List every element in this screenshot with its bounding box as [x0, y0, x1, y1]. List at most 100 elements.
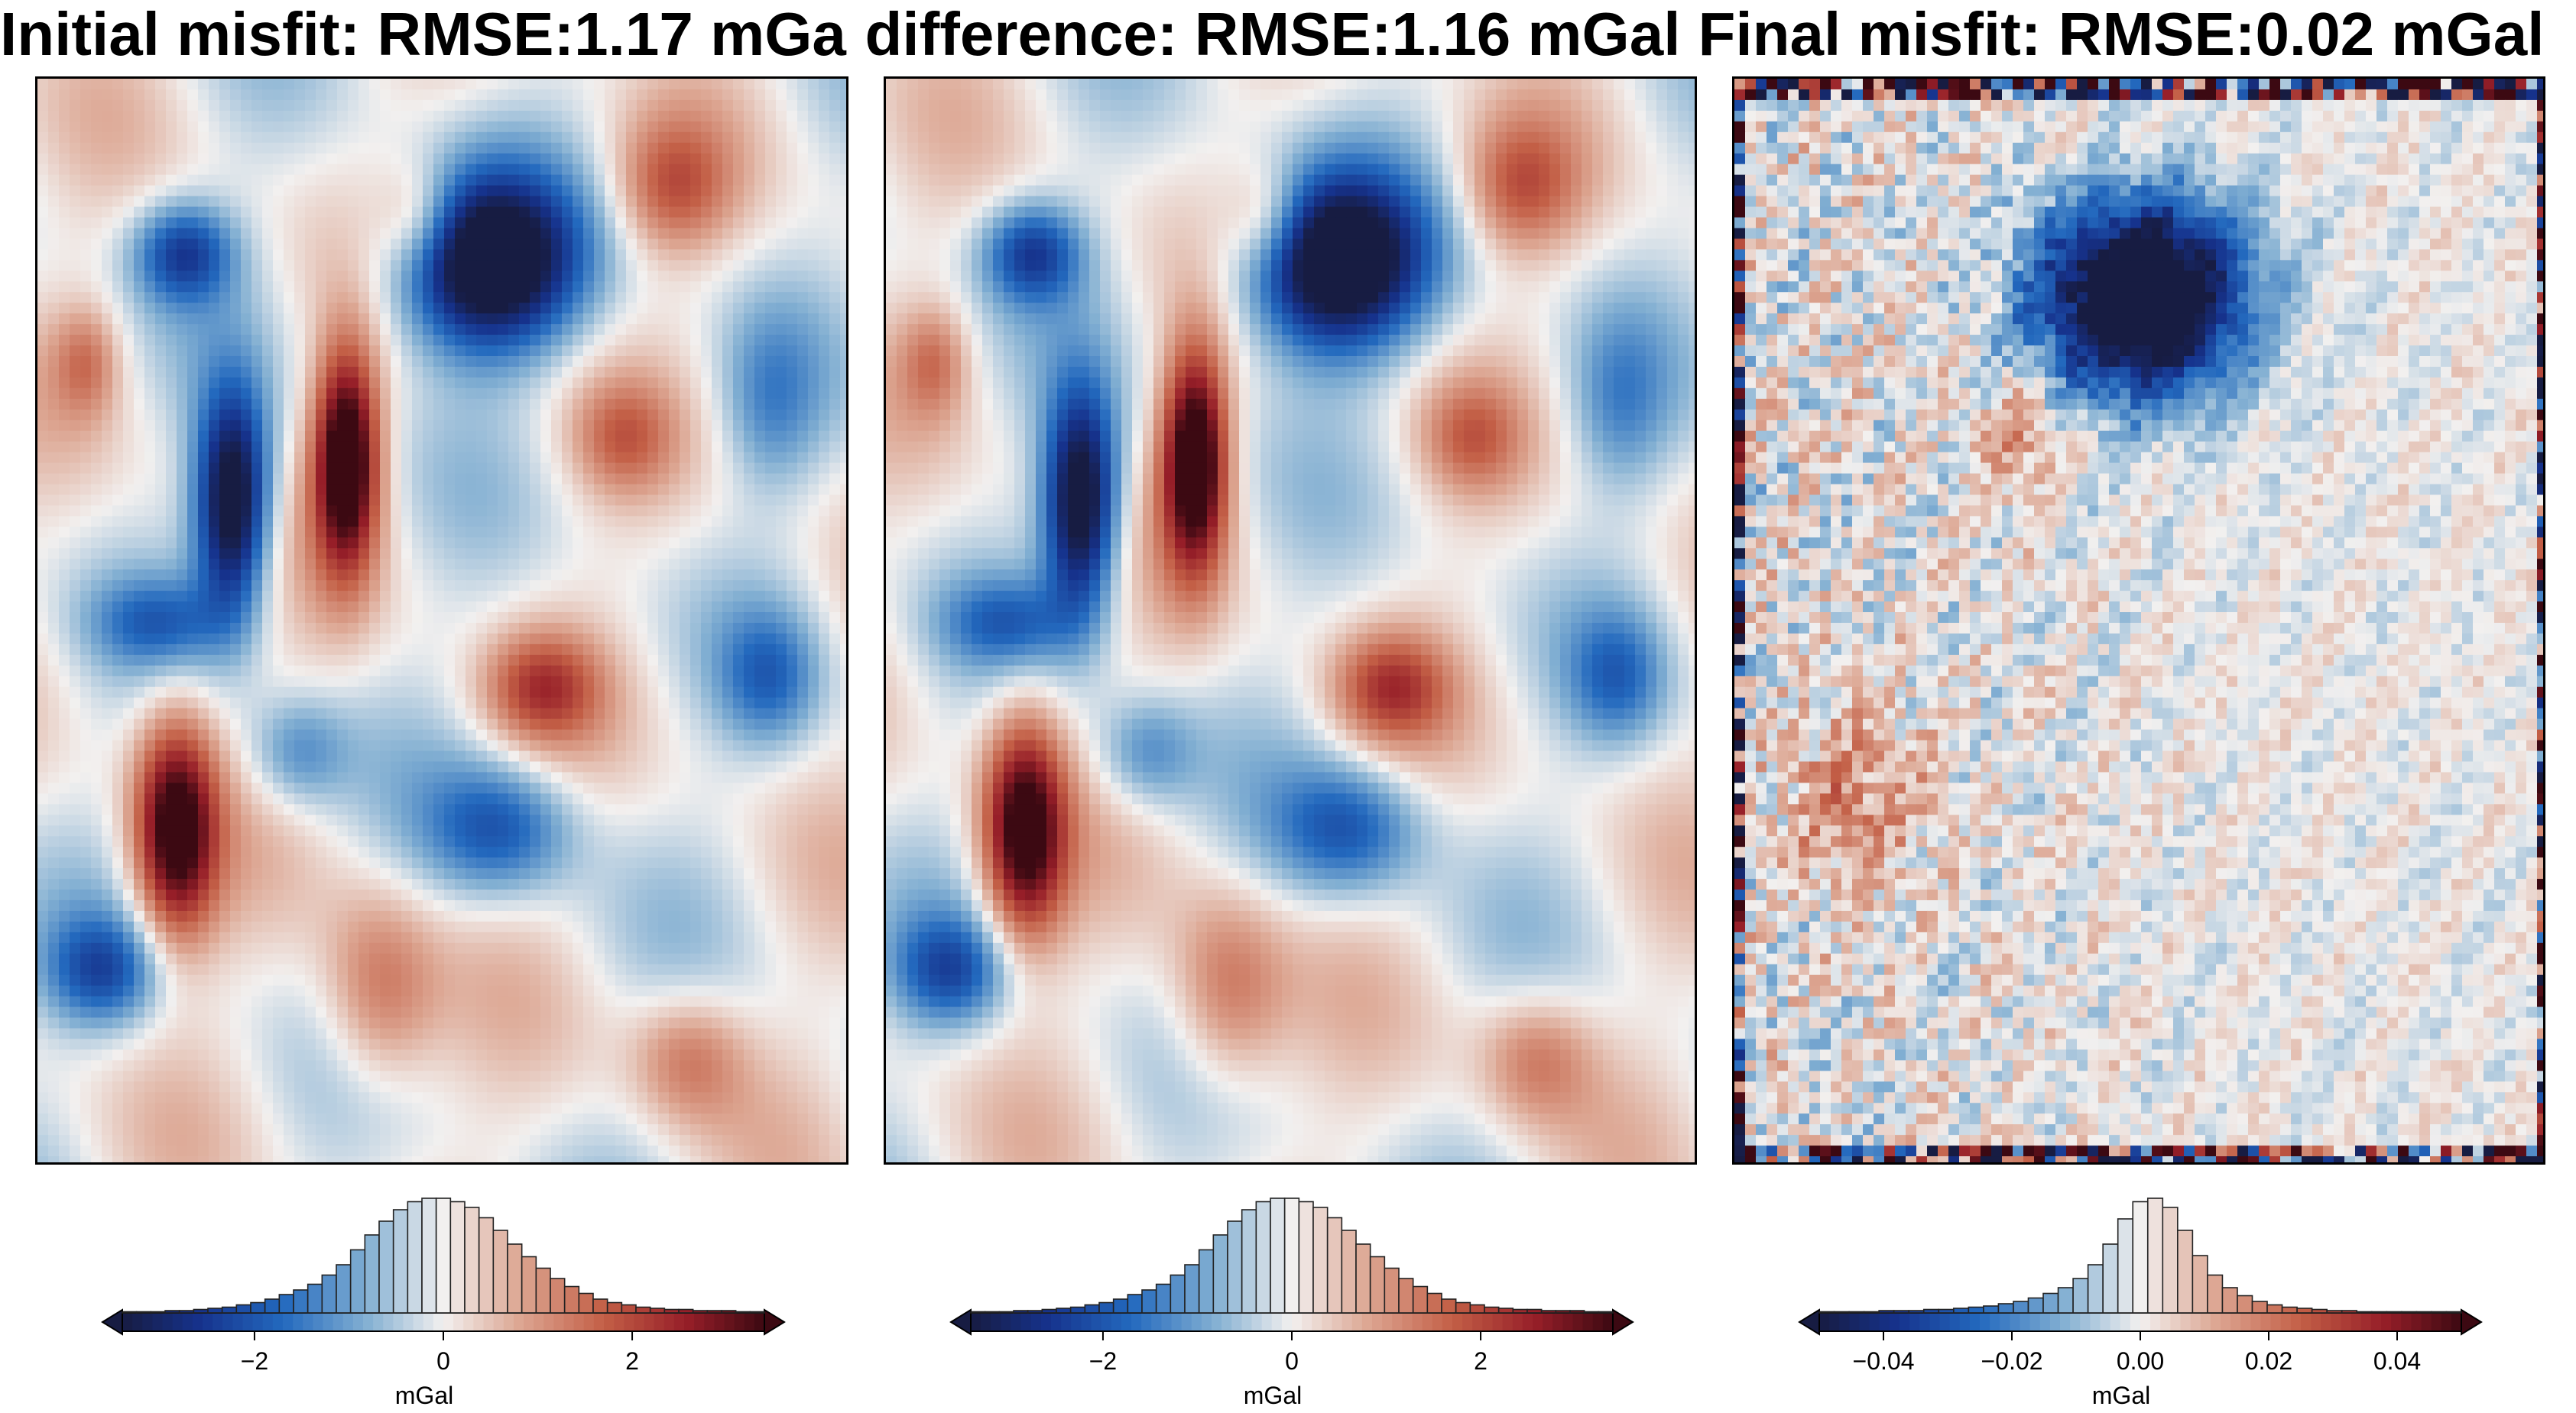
- heatmap-cell: [166, 355, 177, 368]
- heatmap-cell: [251, 196, 263, 208]
- heatmap-cell: [680, 99, 691, 112]
- heatmap-cell: [605, 772, 616, 784]
- heatmap-cell: [219, 345, 231, 357]
- heatmap-cell: [487, 569, 498, 581]
- heatmap-cell: [690, 292, 702, 303]
- heatmap-cell: [423, 196, 434, 208]
- heatmap-cell: [508, 260, 520, 271]
- heatmap-cell: [776, 462, 787, 475]
- heatmap-cell: [787, 750, 798, 763]
- heatmap-cell: [358, 217, 370, 229]
- heatmap-cell: [551, 79, 563, 90]
- heatmap-cell: [690, 527, 702, 538]
- heatmap-cell: [519, 281, 530, 293]
- heatmap-cell: [326, 708, 338, 720]
- heatmap-cell: [155, 527, 167, 538]
- heatmap-cell: [637, 185, 648, 197]
- heatmap-cell: [647, 612, 659, 624]
- heatmap-cell: [316, 238, 327, 250]
- heatmap-cell: [177, 153, 188, 165]
- heatmap-cell: [123, 473, 135, 485]
- heatmap-cell: [284, 537, 295, 549]
- heatmap-cell: [70, 441, 81, 453]
- heatmap-cell: [508, 335, 520, 346]
- heatmap-cell: [273, 505, 284, 517]
- heatmap-cell: [380, 228, 391, 240]
- heatmap-cell: [519, 516, 530, 527]
- heatmap-cell: [209, 462, 220, 475]
- heatmap-cell: [209, 366, 220, 378]
- heatmap-cell: [530, 473, 541, 485]
- heatmap-cell: [754, 537, 766, 549]
- heatmap-cell: [647, 99, 659, 112]
- heatmap-cell: [776, 505, 787, 517]
- heatmap-cell: [391, 387, 402, 400]
- heatmap-cell: [487, 441, 498, 453]
- heatmap-cell: [658, 89, 670, 101]
- heatmap-cell: [198, 271, 209, 282]
- heatmap-cell: [262, 206, 274, 219]
- heatmap-cell: [658, 420, 670, 432]
- heatmap-cell: [840, 612, 846, 624]
- heatmap-cell: [765, 281, 777, 293]
- heatmap-cell: [70, 718, 81, 731]
- heatmap-cell: [144, 164, 156, 176]
- heatmap-cell: [712, 217, 723, 229]
- heatmap-cell: [316, 643, 327, 656]
- heatmap-cell: [48, 505, 60, 517]
- heatmap-cell: [187, 303, 199, 314]
- heatmap-cell: [198, 484, 209, 496]
- heatmap-cell: [776, 761, 787, 773]
- heatmap-cell: [423, 142, 434, 154]
- heatmap-cell: [70, 110, 81, 122]
- heatmap-cell: [358, 196, 370, 208]
- heatmap-cell: [444, 591, 456, 602]
- heatmap-cell: [583, 185, 595, 197]
- heatmap-cell: [166, 249, 177, 261]
- heatmap-cell: [787, 559, 798, 570]
- heatmap-cell: [487, 718, 498, 731]
- heatmap-cell: [562, 612, 573, 624]
- heatmap-cell: [412, 420, 423, 432]
- heatmap-cell: [829, 121, 841, 133]
- heatmap-cell: [273, 260, 284, 271]
- heatmap-cell: [284, 505, 295, 517]
- heatmap-cell: [284, 462, 295, 475]
- heatmap-cell: [637, 174, 648, 186]
- heatmap-cell: [594, 366, 605, 378]
- heatmap-cell: [241, 718, 252, 731]
- heatmap-cell: [455, 131, 466, 144]
- heatmap-cell: [337, 633, 349, 645]
- heatmap-cell: [48, 99, 60, 112]
- heatmap-cell: [754, 99, 766, 112]
- heatmap-cell: [412, 89, 423, 101]
- heatmap-cell: [573, 548, 584, 559]
- heatmap-cell: [508, 249, 520, 261]
- heatmap-cell: [669, 142, 680, 154]
- heatmap-cell: [380, 441, 391, 453]
- heatmap-cell: [765, 185, 777, 197]
- heatmap-cell: [241, 185, 252, 197]
- heatmap-cell: [37, 708, 49, 720]
- heatmap-cell: [722, 185, 734, 197]
- heatmap-cell: [48, 686, 60, 698]
- heatmap-cell: [508, 153, 520, 165]
- heatmap-cell: [712, 676, 723, 688]
- heatmap-cell: [583, 643, 595, 656]
- heatmap-cell: [840, 686, 846, 698]
- heatmap-cell: [391, 164, 402, 176]
- heatmap-cell: [198, 185, 209, 197]
- heatmap-cell: [487, 452, 498, 464]
- heatmap-cell: [144, 142, 156, 154]
- heatmap-cell: [819, 292, 830, 303]
- heatmap-cell: [37, 121, 49, 133]
- heatmap-cell: [37, 89, 49, 101]
- heatmap-cell: [91, 537, 102, 549]
- heatmap-cell: [198, 750, 209, 763]
- heatmap-cell: [787, 355, 798, 368]
- heatmap-cell: [733, 559, 745, 570]
- heatmap-cell: [754, 121, 766, 133]
- heatmap-cell: [690, 430, 702, 442]
- heatmap-cell: [829, 516, 841, 527]
- heatmap-cell: [187, 121, 199, 133]
